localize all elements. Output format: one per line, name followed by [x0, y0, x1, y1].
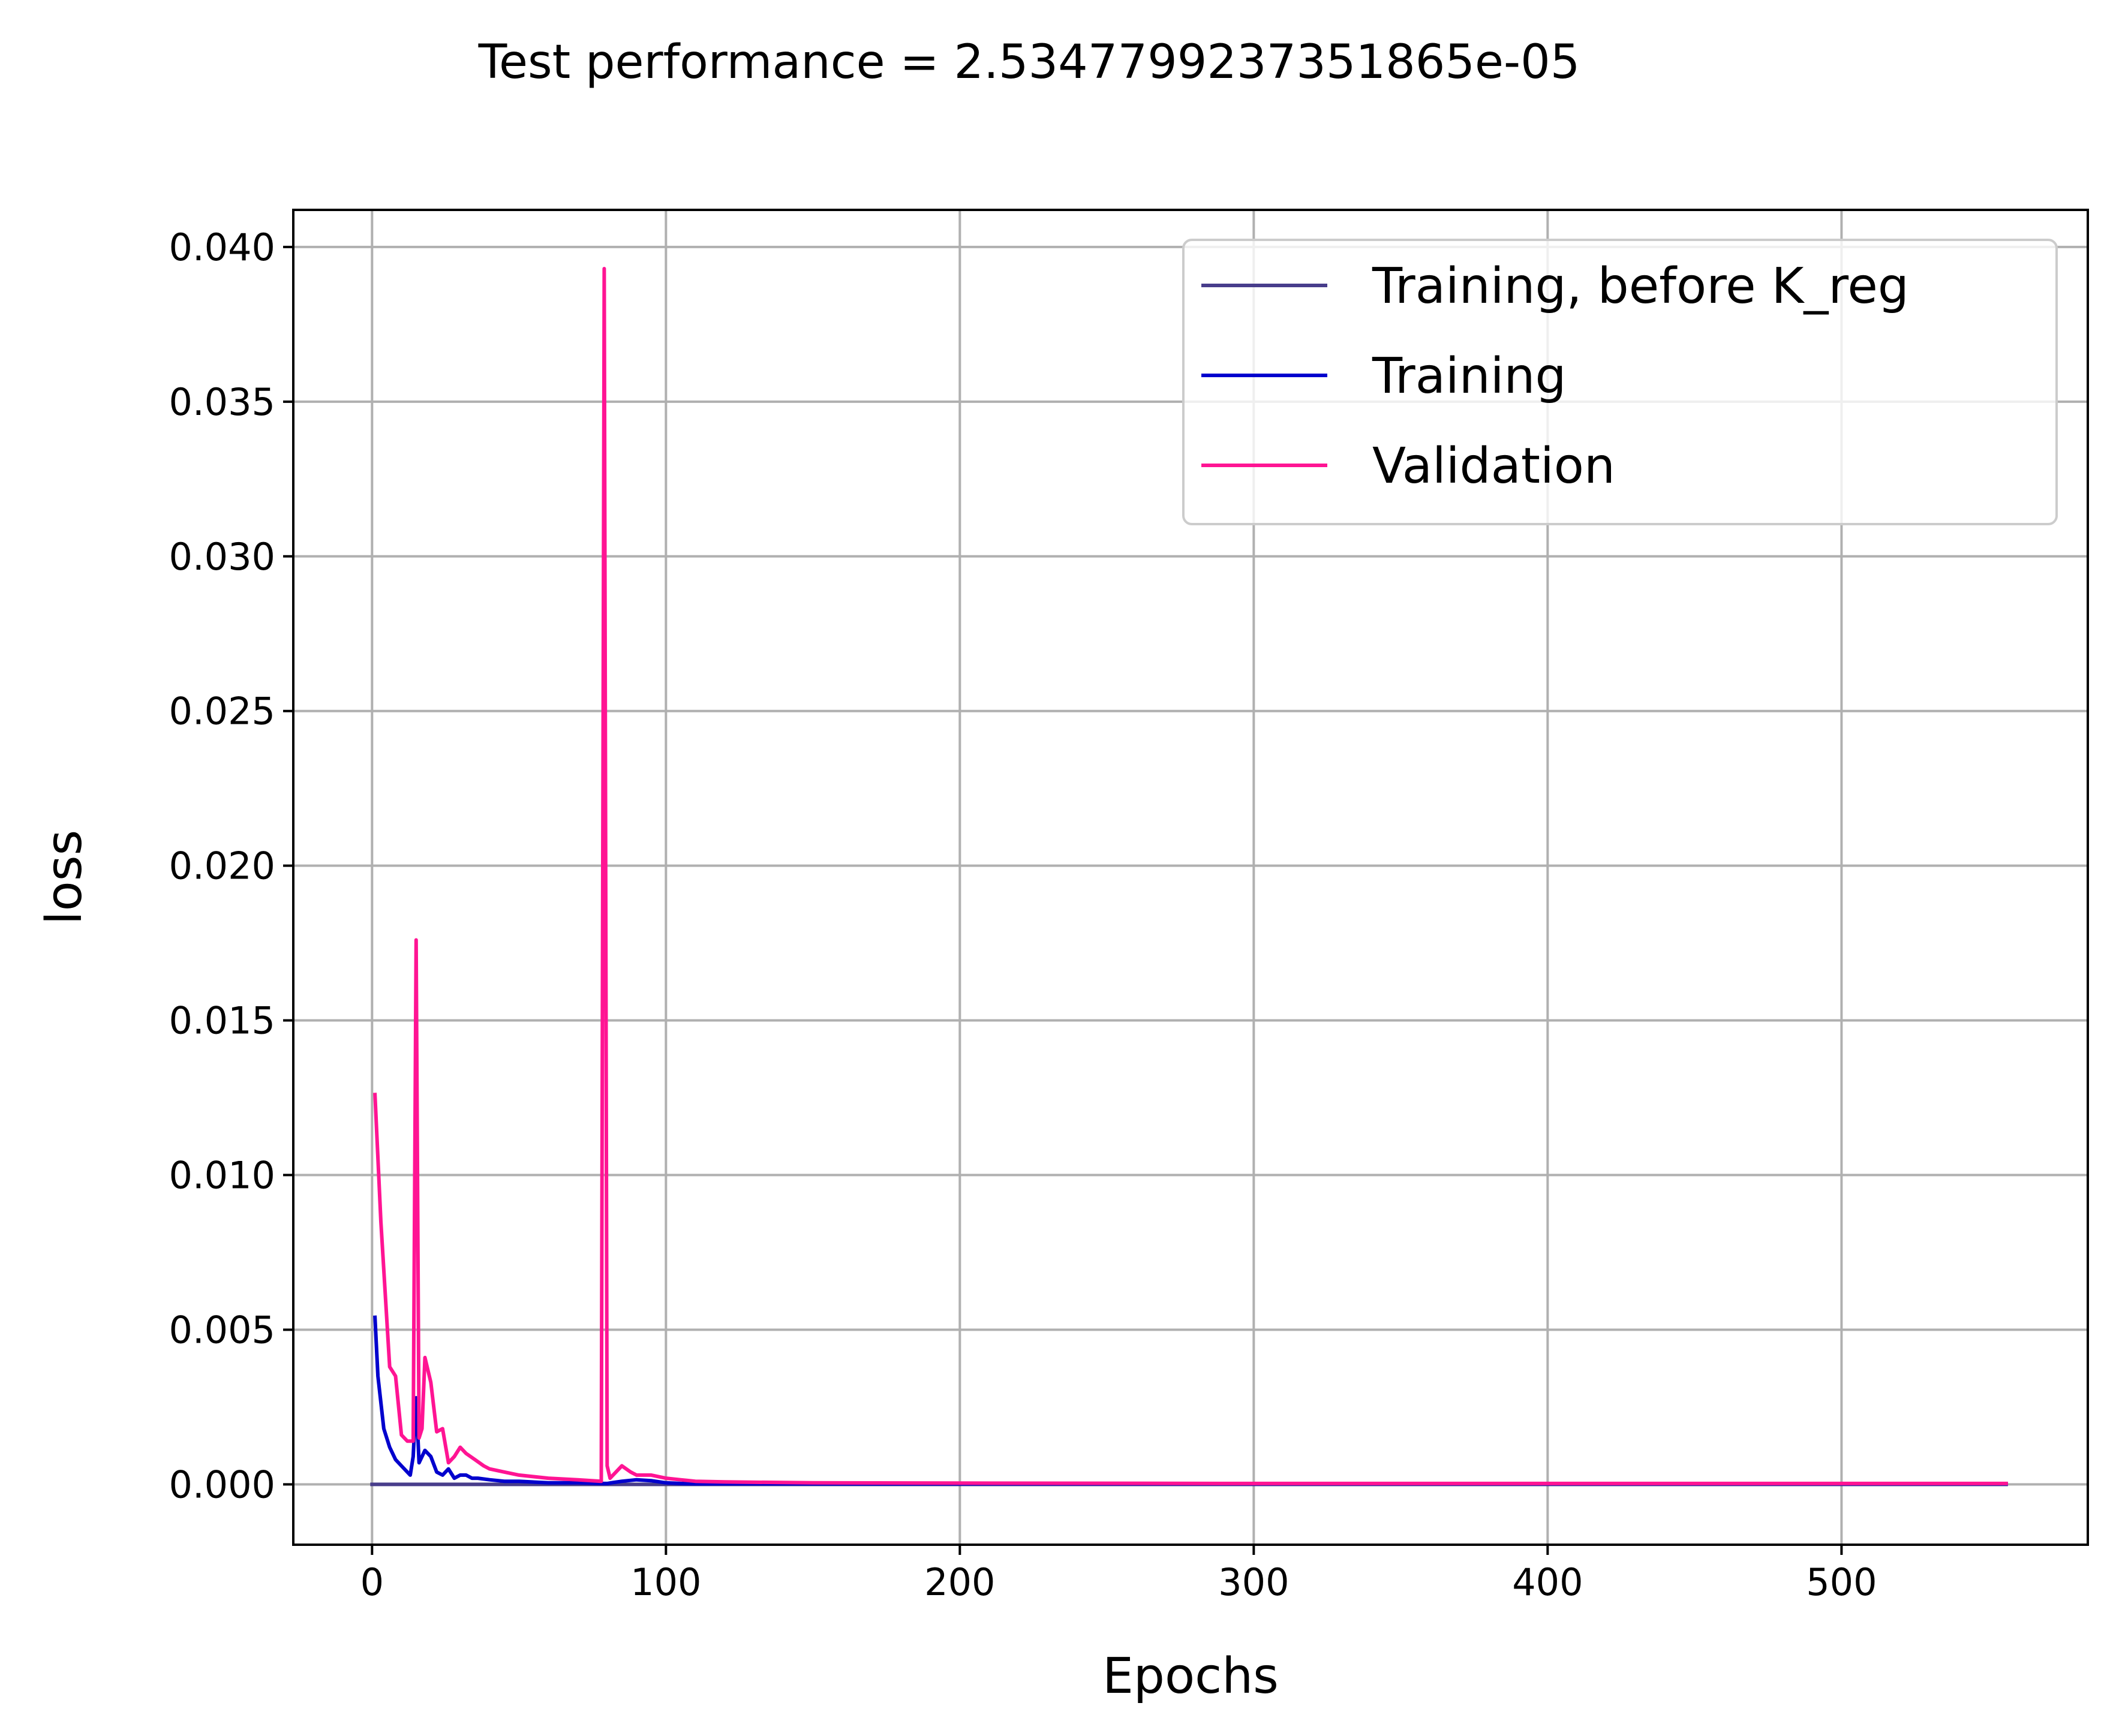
x-tick-label: 100 — [630, 1560, 701, 1604]
x-axis-label: Epochs — [1102, 1648, 1279, 1705]
legend-label-1: Training — [1372, 348, 1567, 405]
y-tick-label: 0.030 — [169, 535, 276, 579]
y-axis-ticks: 0.000 0.005 0.010 0.015 0.020 0.025 0.030 0.035… — [169, 225, 293, 1506]
y-tick-label: 0.035 — [169, 380, 276, 424]
y-tick-label: 0.040 — [169, 225, 276, 269]
series-line-1 — [373, 1315, 2008, 1486]
series-line-2 — [373, 267, 2008, 1485]
plot-frame — [292, 209, 2089, 1546]
legend-label-2: Validation — [1372, 438, 1615, 495]
series-lines — [370, 267, 2008, 1487]
x-tick-label: 500 — [1806, 1560, 1877, 1604]
x-tick-label: 300 — [1218, 1560, 1289, 1604]
y-tick-label: 0.025 — [169, 690, 276, 733]
x-axis-ticks: 0 100 200 300 400 500 — [360, 1545, 1877, 1604]
chart-title: Test performance = 2.5347799237351865e-0… — [478, 35, 1580, 89]
y-tick-label: 0.015 — [169, 999, 276, 1043]
legend-box — [1182, 239, 2058, 525]
y-tick-label: 0.000 — [169, 1463, 276, 1506]
legend: Training, before K_reg Training Validation — [1182, 239, 2058, 525]
y-tick-label: 0.005 — [169, 1308, 276, 1352]
y-tick-label: 0.010 — [169, 1154, 276, 1198]
x-tick-label: 200 — [924, 1560, 995, 1604]
x-tick-label: 400 — [1512, 1560, 1583, 1604]
legend-entries: Training, before K_reg Training Validation — [1201, 258, 1909, 495]
y-axis-label: loss — [36, 830, 93, 925]
x-tick-label: 0 — [360, 1560, 384, 1604]
y-tick-label: 0.020 — [169, 844, 276, 888]
legend-label-0: Training, before K_reg — [1372, 258, 1909, 315]
